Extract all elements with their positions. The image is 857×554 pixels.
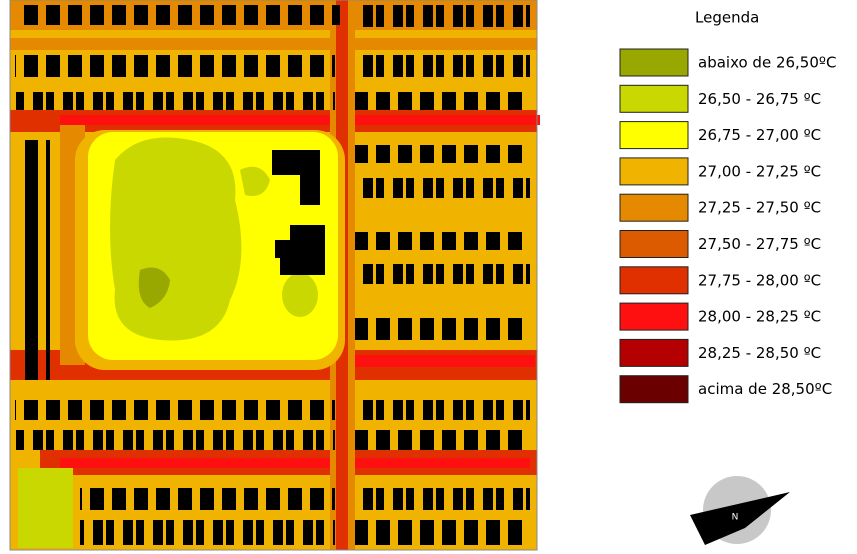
legend-label: 28,00 - 28,25 ºC bbox=[698, 308, 821, 326]
legend-swatch bbox=[620, 85, 688, 112]
legend-title: Legenda bbox=[695, 9, 759, 27]
page: Legenda abaixo de 26,50ºC 26,50 - 26,75 º… bbox=[0, 0, 857, 554]
legend-label: 27,25 - 27,50 ºC bbox=[698, 199, 821, 217]
legend-swatch bbox=[620, 376, 688, 403]
legend-swatch bbox=[620, 339, 688, 366]
legend-swatch bbox=[620, 49, 688, 76]
north-label: N bbox=[732, 513, 739, 523]
legend-swatch bbox=[620, 267, 688, 294]
legend-label: 27,75 - 28,00 ºC bbox=[698, 271, 821, 289]
legend-label: abaixo de 26,50ºC bbox=[698, 54, 836, 72]
legend-label: 27,50 - 27,75 ºC bbox=[698, 235, 821, 253]
legend-swatch bbox=[620, 122, 688, 149]
legend-swatch bbox=[620, 231, 688, 258]
legend-swatch bbox=[620, 303, 688, 330]
map-figure: Legenda abaixo de 26,50ºC 26,50 - 26,75 º… bbox=[0, 0, 857, 554]
thermal-map bbox=[10, 0, 540, 550]
legend-label: 27,00 - 27,25 ºC bbox=[698, 162, 821, 180]
legend-label: acima de 28,50ºC bbox=[698, 380, 832, 398]
legend-swatch bbox=[620, 194, 688, 221]
legend-swatch bbox=[620, 158, 688, 185]
legend-label: 28,25 - 28,50 ºC bbox=[698, 344, 821, 362]
legend-label: 26,75 - 27,00 ºC bbox=[698, 126, 821, 144]
legend: abaixo de 26,50ºC 26,50 - 26,75 ºC 26,75 -… bbox=[620, 49, 836, 403]
north-arrow: N bbox=[690, 476, 790, 545]
legend-label: 26,50 - 26,75 ºC bbox=[698, 90, 821, 108]
